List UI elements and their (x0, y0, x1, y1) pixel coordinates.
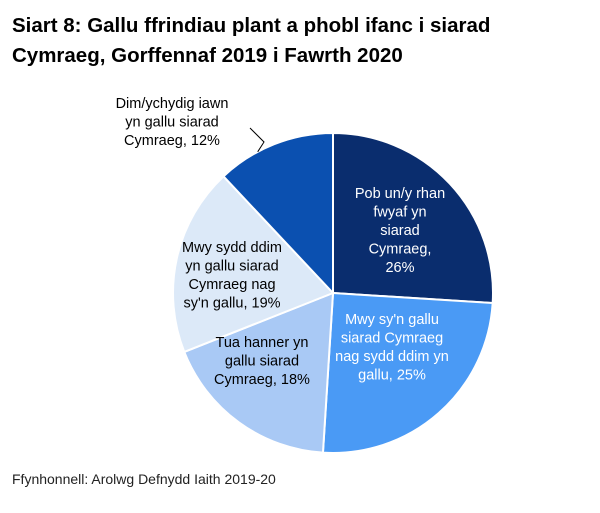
slice-label-line: Cymraeg, 12% (124, 133, 220, 149)
slice-label-line: Cymraeg, 18% (214, 372, 310, 388)
slice-label-line: Tua hanner yn (216, 335, 309, 351)
chart-title: Siart 8: Gallu ffrindiau plant a phobl i… (12, 11, 597, 71)
chart-title-line-2: Cymraeg, Gorffennaf 2019 i Fawrth 2020 (12, 44, 403, 67)
slice-label: Mwy sy'n gallu siarad Cymraeg nag sydd ddi… (335, 312, 449, 384)
slice-label-line: fwyaf yn (373, 205, 426, 221)
slice-label-line: Mwy sy'n gallu (345, 312, 439, 328)
pie-slice (222, 131, 334, 296)
pie-slice (182, 291, 335, 454)
slice-label-line: yn gallu siarad (125, 115, 219, 131)
slice-label-line: gallu, 25% (358, 368, 426, 384)
pie-slice (172, 174, 335, 354)
pie-slice (332, 131, 494, 305)
pie-labels: Pob un/y rhan fwyaf yn siarad Cymraeg, 26% Mw… (116, 96, 449, 388)
slice-label-line: sy'n gallu, 19% (183, 296, 280, 312)
pie-slice (321, 291, 494, 454)
slice-label-line: siarad Cymraeg (341, 331, 443, 347)
leader-line (249, 127, 265, 153)
slice-label-line: Mwy sydd ddim (182, 240, 282, 256)
slice-label-line: gallu siarad (225, 354, 299, 370)
slice-label: Mwy sydd ddim yn gallu siarad Cymraeg nag s… (182, 240, 282, 312)
slice-label-line: 26% (385, 260, 414, 276)
slice-label-line: yn gallu siarad (185, 259, 279, 275)
slice-label-line: Cymraeg nag (188, 277, 275, 293)
source-note: Ffynhonnell: Arolwg Defnydd Iaith 2019-2… (12, 471, 276, 487)
slice-label: Pob un/y rhan fwyaf yn siarad Cymraeg, 26% (355, 186, 445, 276)
slice-label: Tua hanner yn gallu siarad Cymraeg, 18% (214, 335, 310, 388)
slice-label-line: Pob un/y rhan (355, 186, 445, 202)
chart-title-line-1: Siart 8: Gallu ffrindiau plant a phobl i… (12, 14, 491, 37)
slice-label-line: Cymraeg, (369, 242, 432, 258)
pie-slices (172, 131, 494, 454)
slice-label: Dim/ychydig iawn yn gallu siarad Cymraeg, … (116, 96, 229, 149)
slice-label-line: Dim/ychydig iawn (116, 96, 229, 112)
slice-label-line: siarad (380, 223, 420, 239)
slice-label-line: nag sydd ddim yn (335, 349, 449, 365)
